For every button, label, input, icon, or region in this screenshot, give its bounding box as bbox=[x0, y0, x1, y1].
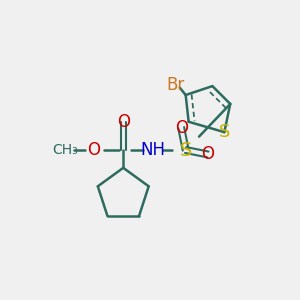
Text: NH: NH bbox=[140, 141, 166, 159]
Text: O: O bbox=[117, 113, 130, 131]
Text: CH₃: CH₃ bbox=[52, 143, 78, 157]
Text: S: S bbox=[179, 140, 192, 160]
Text: O: O bbox=[87, 141, 100, 159]
Text: Br: Br bbox=[166, 76, 184, 94]
Text: O: O bbox=[175, 119, 188, 137]
Text: S: S bbox=[219, 123, 230, 141]
Text: O: O bbox=[202, 146, 214, 164]
